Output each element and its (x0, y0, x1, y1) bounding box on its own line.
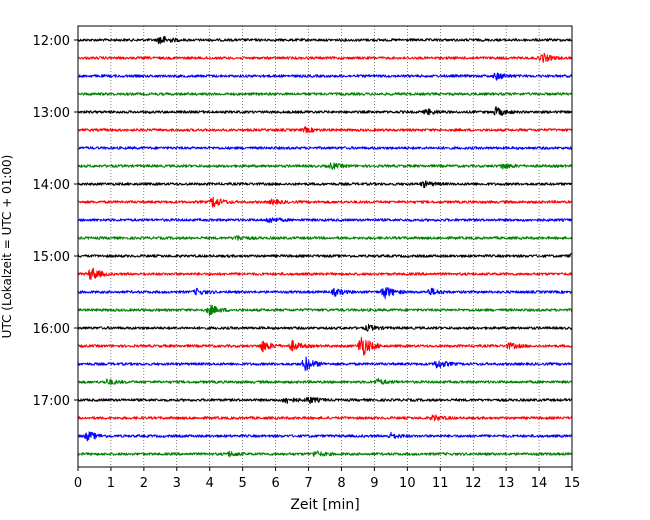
seismogram-trace (77, 162, 573, 170)
seismogram-trace (77, 323, 573, 332)
x-tick-label: 9 (370, 476, 378, 491)
seismogram-trace (77, 377, 573, 386)
seismogram-trace (77, 252, 573, 258)
seismogram-trace (77, 180, 573, 189)
y-tick-label: 13:00 (33, 106, 70, 121)
x-tick-label: 13 (498, 476, 515, 491)
y-tick-label: 14:00 (33, 178, 70, 193)
x-tick-label: 2 (140, 476, 148, 491)
x-tick-label: 11 (432, 476, 449, 491)
seismogram-trace (77, 287, 573, 300)
seismogram-trace (77, 267, 573, 281)
y-tick-label: 12:00 (33, 34, 70, 49)
y-tick-label: 17:00 (33, 394, 70, 409)
x-tick-label: 4 (206, 476, 214, 491)
seismogram-trace (77, 126, 573, 134)
seismogram-trace (77, 196, 573, 208)
x-tick-label: 7 (304, 476, 312, 491)
x-tick-label: 0 (74, 476, 82, 491)
x-tick-label: 5 (239, 476, 247, 491)
seismogram-trace (77, 431, 573, 442)
seismogram-trace (77, 356, 573, 372)
x-axis-label: Zeit [min] (290, 497, 359, 513)
y-tick-label: 15:00 (33, 250, 70, 265)
seismogram-trace (77, 35, 573, 45)
trace-group (77, 35, 573, 458)
x-tick-label: 1 (107, 476, 115, 491)
y-axis-label: UTC (Lokalzeit = UTC + 01:00) (0, 155, 14, 339)
seismogram-trace (77, 106, 573, 116)
seismogram-trace (77, 304, 573, 317)
x-tick-label: 6 (271, 476, 279, 491)
x-tick-label: 15 (564, 476, 581, 491)
seismogram-trace (77, 336, 573, 356)
plot-frame (77, 25, 573, 468)
seismogram-trace (77, 396, 573, 404)
seismogram-trace (77, 217, 573, 224)
y-axis: 12:00 13:00 14:00 15:00 16:00 17:00 (33, 34, 78, 409)
y-tick-label: 16:00 (33, 322, 70, 337)
seismogram-trace (77, 72, 573, 81)
x-axis: 0 1 2 3 4 5 6 7 8 9 10 11 12 13 14 15 (74, 467, 580, 491)
x-tick-label: 12 (465, 476, 482, 491)
x-tick-label: 14 (531, 476, 548, 491)
seismogram-trace (77, 450, 573, 458)
seismogram-trace (77, 52, 573, 63)
x-tick-label: 8 (337, 476, 345, 491)
x-tick-label: 10 (399, 476, 416, 491)
seismogram-trace (77, 414, 573, 422)
seismogram-trace (77, 235, 573, 241)
x-tick-label: 3 (173, 476, 181, 491)
seismogram-trace (77, 146, 573, 150)
seismogram-trace (77, 92, 573, 96)
